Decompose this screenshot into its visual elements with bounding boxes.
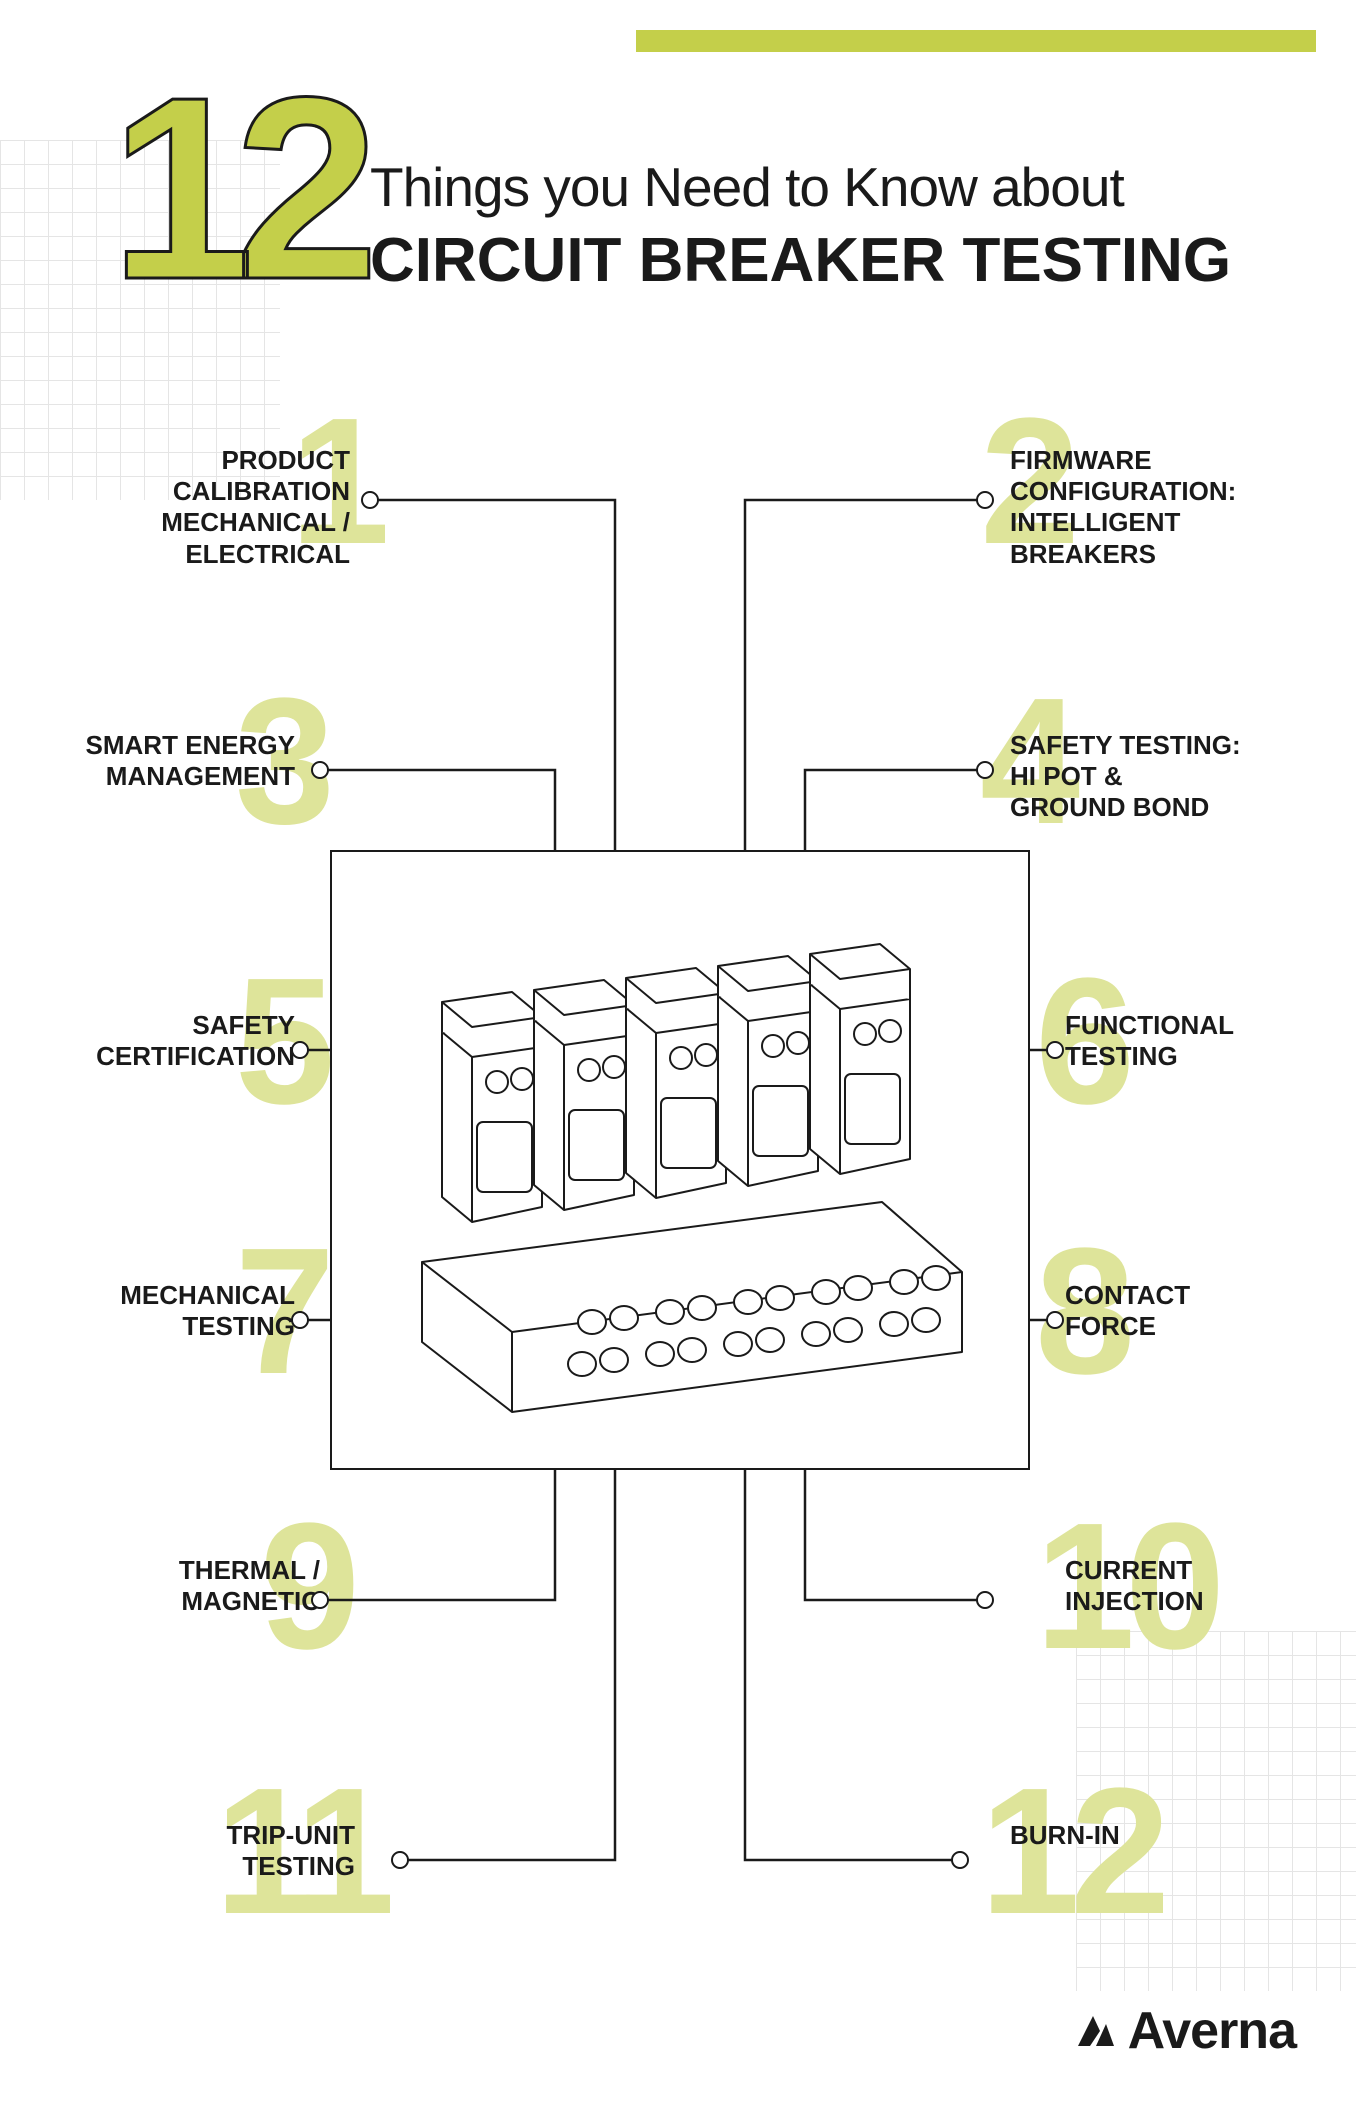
center-illustration-box (330, 850, 1030, 1470)
connector-node (1046, 1311, 1064, 1329)
connector-node (291, 1311, 309, 1329)
connector-node (391, 1851, 409, 1869)
connector-node (311, 1591, 329, 1609)
connector-node (976, 761, 994, 779)
connector-node (311, 761, 329, 779)
connector-node (361, 491, 379, 509)
circuit-breaker-illustration (362, 892, 1002, 1432)
connector-node (976, 491, 994, 509)
connector-node (291, 1041, 309, 1059)
connector-node (1046, 1041, 1064, 1059)
connector-node (951, 1851, 969, 1869)
connector-node (976, 1591, 994, 1609)
